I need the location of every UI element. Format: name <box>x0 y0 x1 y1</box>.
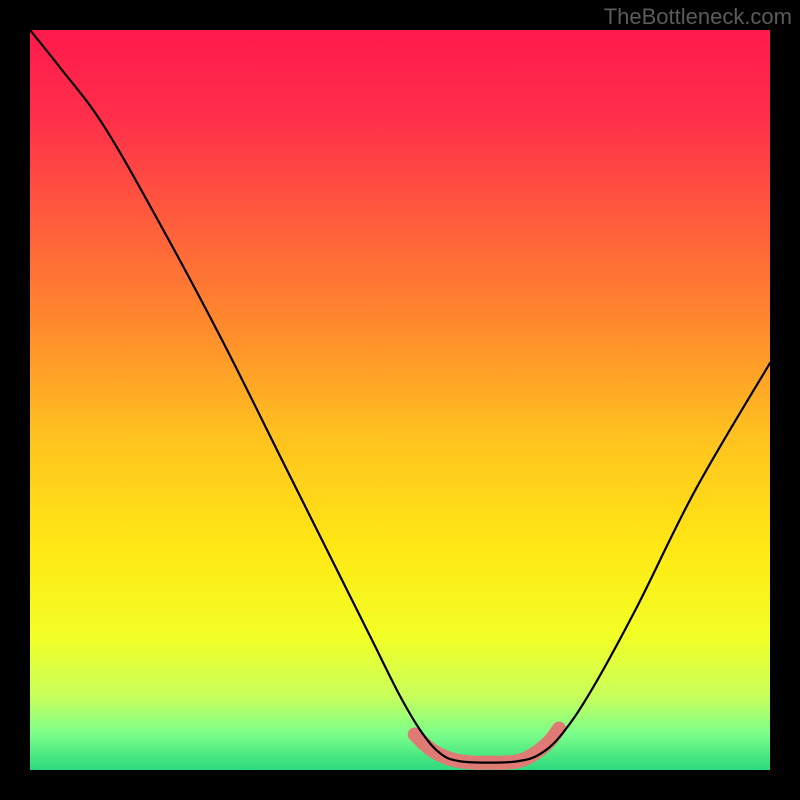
chart-stage: TheBottleneck.com <box>0 0 800 800</box>
bottleneck-curve-chart <box>30 30 770 770</box>
heatmap-gradient-background <box>30 30 770 770</box>
site-watermark: TheBottleneck.com <box>604 4 792 30</box>
